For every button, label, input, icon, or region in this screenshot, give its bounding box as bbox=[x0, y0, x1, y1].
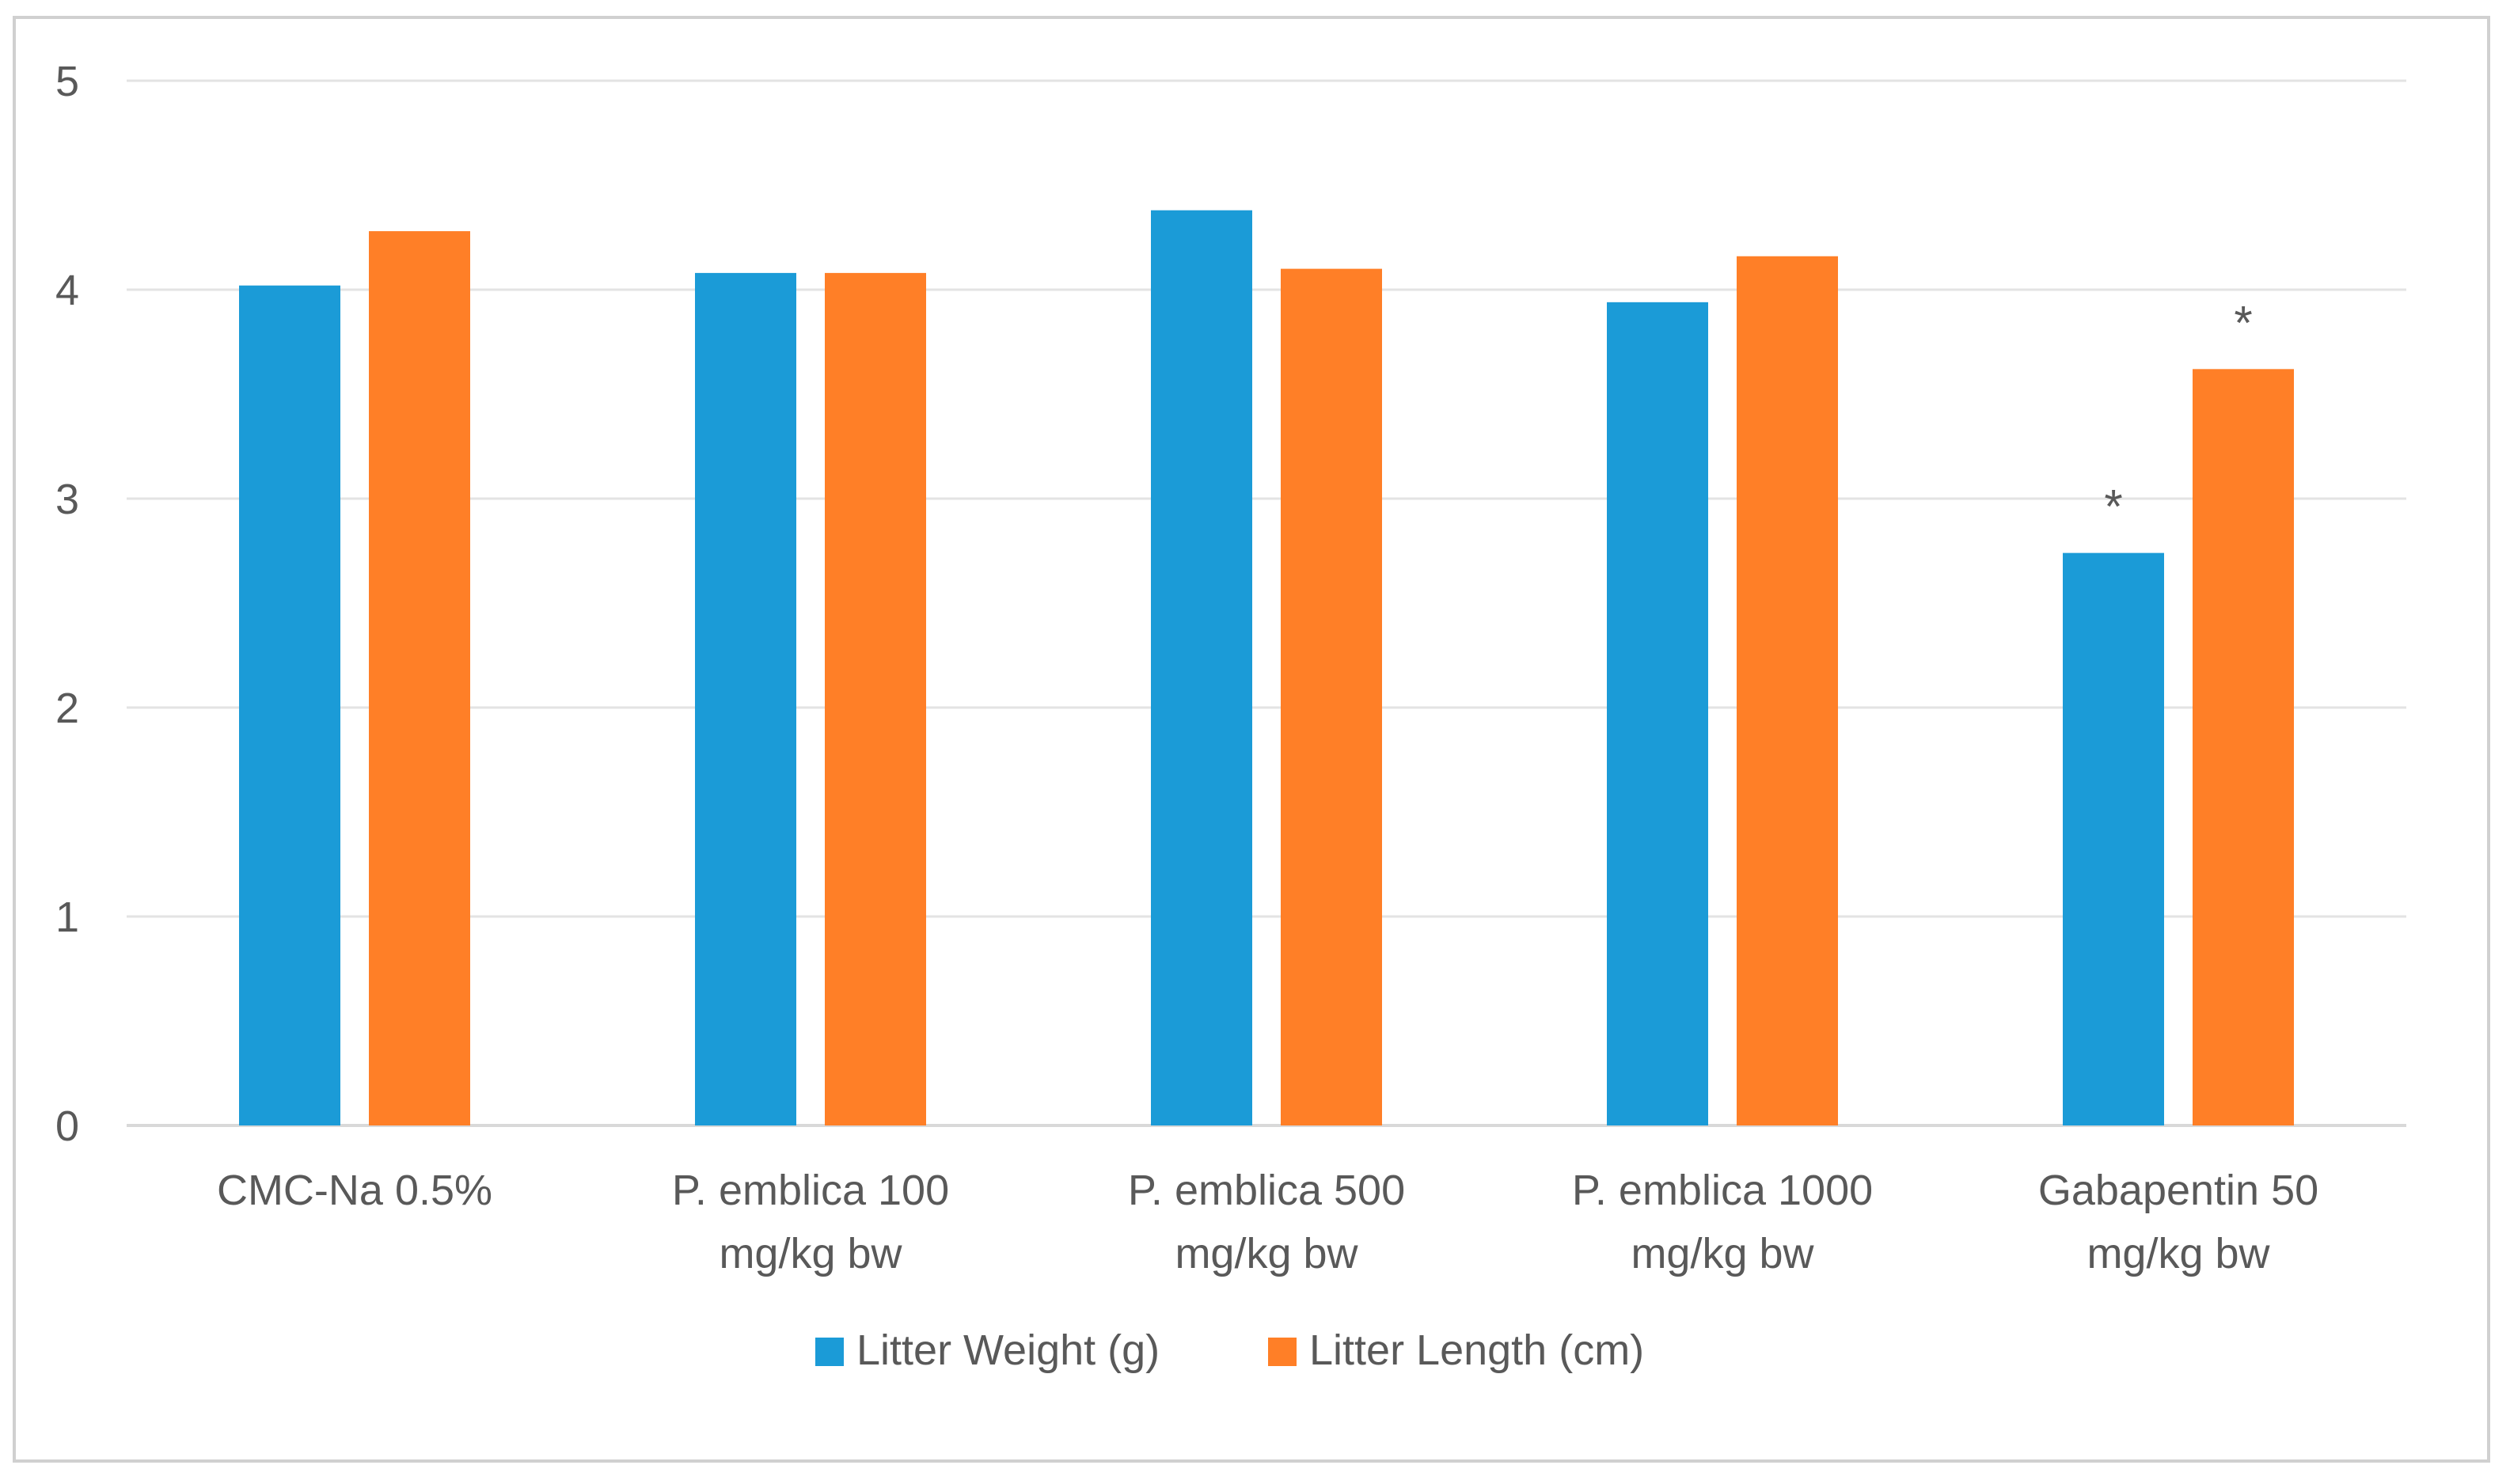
category-label: P. emblica 500 bbox=[1128, 1167, 1405, 1214]
bar-litter-weight bbox=[1607, 302, 1708, 1126]
x-axis-labels: CMC-Na 0.5% P. emblica 100 mg/kg bw P. embl… bbox=[217, 1167, 2318, 1277]
y-tick-label: 1 bbox=[55, 894, 79, 941]
bar-litter-length bbox=[2193, 369, 2294, 1125]
bar-litter-length bbox=[369, 231, 470, 1126]
category-label: mg/kg bw bbox=[1175, 1230, 1358, 1277]
bar-litter-weight bbox=[2063, 552, 2164, 1125]
category-label: mg/kg bw bbox=[1631, 1230, 1814, 1277]
bar-litter-length bbox=[1281, 268, 1382, 1126]
category-label: mg/kg bw bbox=[2087, 1230, 2270, 1277]
legend: Litter Weight (g) Litter Length (cm) bbox=[815, 1326, 1644, 1374]
legend-label: Litter Length (cm) bbox=[1309, 1326, 1644, 1374]
y-tick-label: 0 bbox=[55, 1103, 79, 1150]
legend-label: Litter Weight (g) bbox=[856, 1326, 1160, 1374]
category-label: CMC-Na 0.5% bbox=[217, 1167, 492, 1214]
legend-swatch-litter-weight bbox=[815, 1338, 844, 1366]
category-label: Gabapentin 50 bbox=[2038, 1167, 2318, 1214]
bar-litter-length bbox=[1737, 256, 1838, 1125]
bar-litter-length bbox=[825, 272, 926, 1125]
y-tick-label: 2 bbox=[55, 685, 79, 732]
y-tick-label: 3 bbox=[55, 476, 79, 523]
y-axis-ticks: 0 1 2 3 4 5 bbox=[55, 58, 79, 1150]
bar-litter-weight bbox=[695, 272, 796, 1125]
category-label: P. emblica 100 bbox=[672, 1167, 949, 1214]
bar-litter-weight bbox=[239, 285, 340, 1126]
annotations: ** bbox=[2104, 296, 2252, 533]
y-tick-label: 4 bbox=[55, 267, 79, 314]
significance-asterisk: * bbox=[2234, 296, 2252, 349]
gridlines bbox=[127, 79, 2406, 1127]
significance-asterisk: * bbox=[2104, 480, 2122, 533]
legend-swatch-litter-length bbox=[1268, 1338, 1297, 1366]
bar-litter-weight bbox=[1151, 210, 1252, 1126]
category-label: mg/kg bw bbox=[719, 1230, 902, 1277]
category-label: P. emblica 1000 bbox=[1572, 1167, 1873, 1214]
y-tick-label: 5 bbox=[55, 58, 79, 105]
bars bbox=[239, 210, 2294, 1126]
